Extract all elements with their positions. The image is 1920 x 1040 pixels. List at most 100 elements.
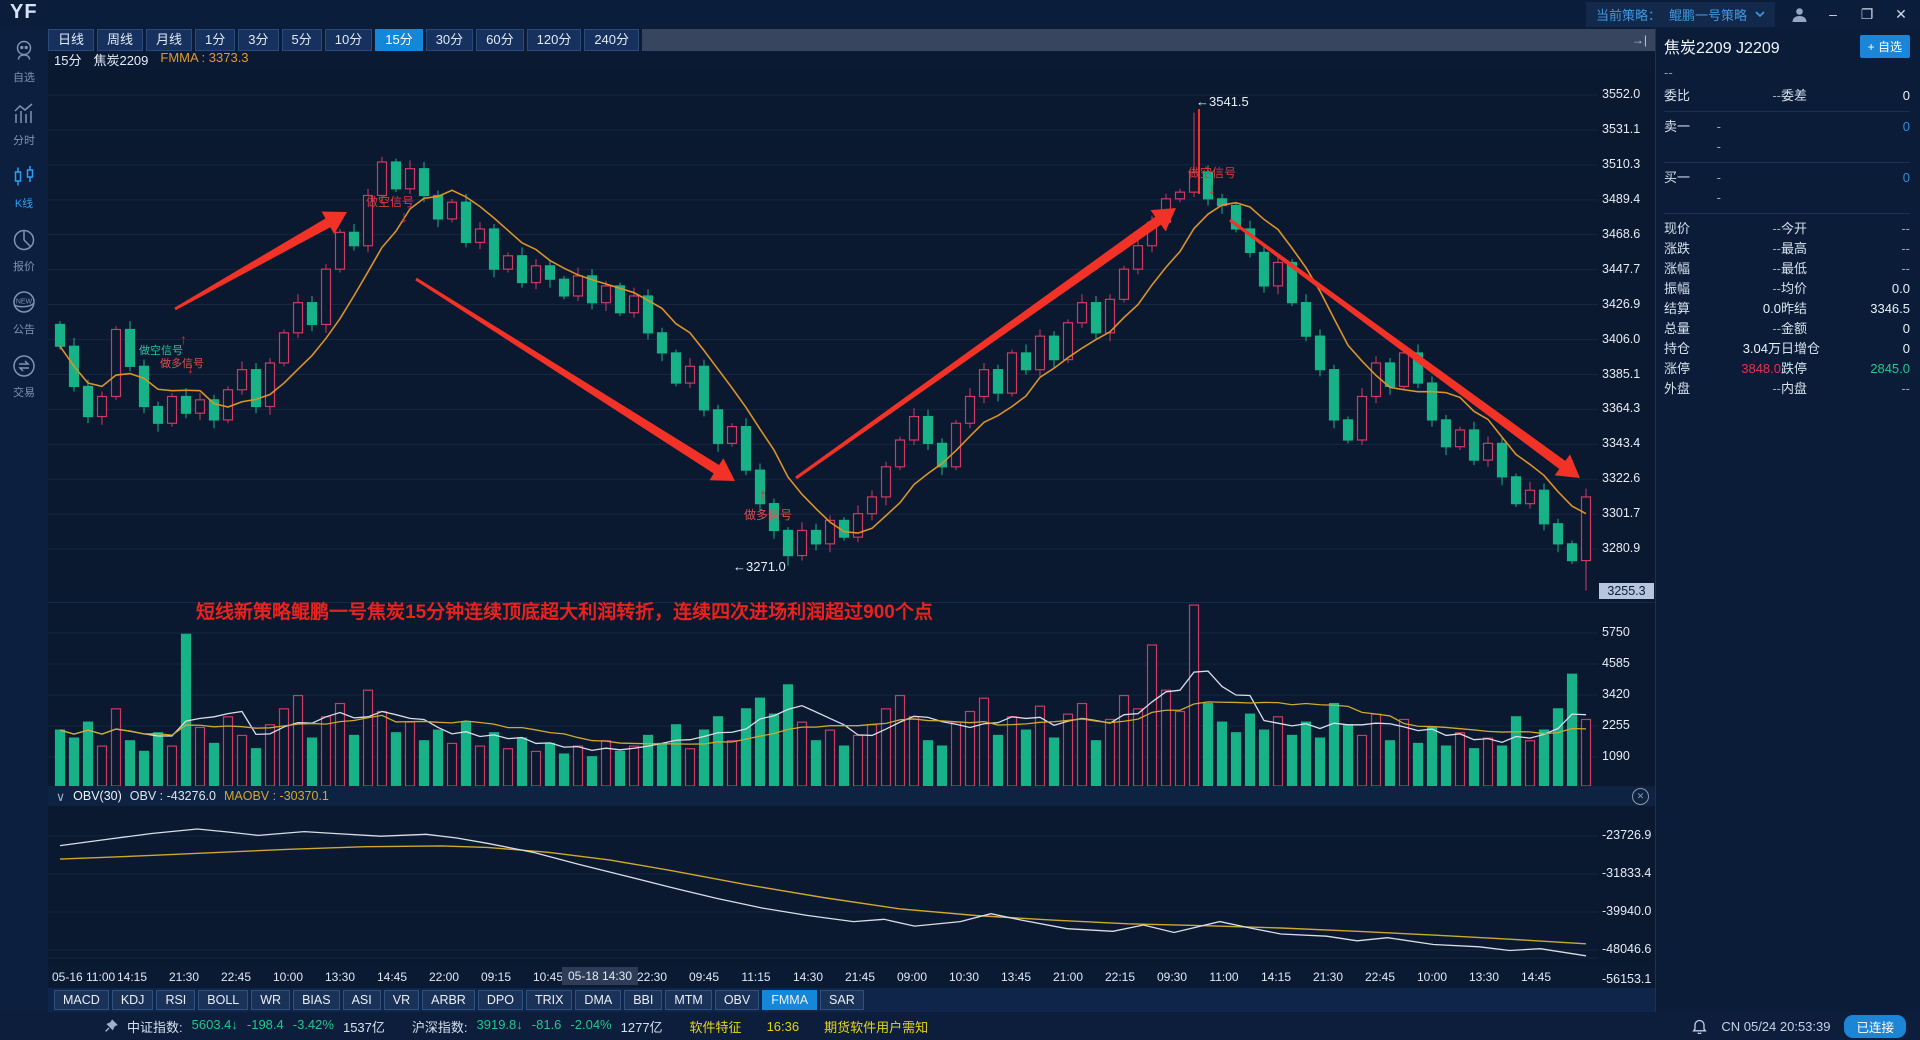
close-button[interactable]: ✕ <box>1895 5 1907 22</box>
quote-value: 3346.5 <box>1870 301 1910 316</box>
quote-label: 日增仓 <box>1781 341 1821 356</box>
collapse-panel-icon[interactable]: →| <box>1631 33 1647 47</box>
sidebar-item-quotes[interactable]: 报价 <box>11 227 37 274</box>
axis-tick-label: 3343.4 <box>1602 436 1641 451</box>
minimize-button[interactable]: – <box>1829 6 1837 22</box>
time-axis-label: 10:00 <box>1416 970 1448 984</box>
quote-label: 今开 <box>1781 221 1808 236</box>
bell-icon[interactable] <box>1692 1018 1708 1034</box>
pin-icon[interactable] <box>104 1019 118 1033</box>
strategy-value: 鲲鹏一号策略 <box>1668 7 1747 23</box>
indicator-tab-DPO[interactable]: DPO <box>477 990 523 1010</box>
sidebar-item-watchlist[interactable]: 自选 <box>11 38 37 85</box>
strategy-selector[interactable]: 当前策略： 鲲鹏一号策略 <box>1585 1 1775 27</box>
obv-chart-canvas[interactable] <box>48 806 1598 966</box>
user-ghost-icon <box>11 38 37 67</box>
timeframe-tab-30分[interactable]: 30分 <box>425 29 474 51</box>
indicator-tab-BBI[interactable]: BBI <box>624 990 663 1010</box>
obv-close-icon[interactable]: ✕ <box>1632 787 1649 805</box>
maobv-value: MAOBV : -30370.1 <box>223 789 329 803</box>
timeframe-tab-1分[interactable]: 1分 <box>195 29 236 51</box>
indicator-tab-SAR[interactable]: SAR <box>820 990 864 1010</box>
collapse-chevron-icon[interactable]: ∨ <box>56 789 66 804</box>
panel-divider <box>1655 28 1656 1012</box>
timeframe-tab-周线[interactable]: 周线 <box>97 29 144 51</box>
quote-value: -- <box>1772 281 1781 296</box>
quote-row-持仓: 持仓 3.04万 日增仓 0 <box>1664 339 1910 359</box>
chart-info-line: 15分 焦炭2209 FMMA : 3373.3 <box>54 50 249 69</box>
time-axis-label: 14:15 <box>116 970 148 984</box>
notice-time: 16:36 <box>766 1018 800 1034</box>
user-notice-link[interactable]: 期货软件用户需知 <box>824 1019 929 1035</box>
quote-label: 金额 <box>1781 321 1808 336</box>
timeframe-tab-10分[interactable]: 10分 <box>324 29 373 51</box>
indicator-tab-RSI[interactable]: RSI <box>156 990 196 1010</box>
indicator-tabbar: MACD KDJ RSI BOLL WR BIAS ASI VR ARBR DPO TRIX DMA B… <box>48 988 1655 1012</box>
quote-value: 0.0 <box>1891 281 1910 296</box>
indicator-tab-MACD[interactable]: MACD <box>54 990 109 1010</box>
time-axis-label: 22:45 <box>220 970 252 984</box>
axis-tick-label: 3552.0 <box>1602 87 1641 101</box>
quote-row-涨幅: 涨幅 -- 最低 -- <box>1664 259 1910 279</box>
indicator-tab-BIAS[interactable]: BIAS <box>293 990 340 1010</box>
timeframe-tab-月线[interactable]: 月线 <box>146 29 193 51</box>
obv-indicator-header: ∨ OBV(30) OBV : -43276.0 MAOBV : -30370.… <box>48 786 1655 806</box>
ask-price: -- <box>1716 119 1721 154</box>
indicator-tab-DMA[interactable]: DMA <box>575 990 622 1010</box>
quote-row-总量: 总量 -- 金额 0 <box>1664 319 1910 339</box>
timeframe-tab-120分[interactable]: 120分 <box>526 29 582 51</box>
time-axis-label: 11:00 <box>1209 970 1239 984</box>
indicator-tab-ASI[interactable]: ASI <box>342 990 381 1010</box>
clock-text: CN 05/24 20:53:39 <box>1721 1018 1831 1034</box>
sidebar-item-label: 自选 <box>13 72 35 84</box>
long-signal-left: 做多信号 <box>160 358 204 370</box>
arrow-down-glyph-right: ↓ <box>1208 181 1216 198</box>
quote-row-振幅: 振幅 -- 均价 0.0 <box>1664 279 1910 299</box>
connection-status-badge[interactable]: 已连接 <box>1844 1014 1906 1038</box>
indicator-tab-ARBR[interactable]: ARBR <box>422 990 475 1010</box>
indicator-tab-VR[interactable]: VR <box>383 990 420 1010</box>
weibi-label: 委比 <box>1664 88 1691 103</box>
sidebar-item-label: 报价 <box>13 261 35 273</box>
time-axis-label: 14:45 <box>376 970 408 984</box>
sidebar-item-label: 交易 <box>13 387 35 399</box>
add-watchlist-button[interactable]: + 自选 <box>1859 34 1910 58</box>
software-feature-link[interactable]: 软件特征 <box>689 1019 742 1035</box>
time-axis-label: 05-16 11:00 <box>52 970 116 984</box>
sidebar-item-kline[interactable]: K线 <box>11 164 37 211</box>
ask-label: 卖一 <box>1664 119 1691 134</box>
quote-value: 3848.0 <box>1741 361 1781 376</box>
quote-label: 持仓 <box>1664 341 1691 356</box>
indicator-tab-WR[interactable]: WR <box>251 990 291 1010</box>
user-icon[interactable] <box>1791 6 1808 23</box>
axis-tick-label: 3280.9 <box>1602 541 1641 556</box>
timeframe-tab-60分[interactable]: 60分 <box>476 29 524 51</box>
price-chart-canvas[interactable] <box>48 70 1598 602</box>
sidebar-item-intraday[interactable]: 分时 <box>11 101 37 148</box>
index-change: -81.6 <box>531 1016 562 1032</box>
indicator-tab-BOLL[interactable]: BOLL <box>198 990 249 1010</box>
volume-chart-canvas[interactable] <box>48 602 1598 786</box>
timeframe-tab-240分[interactable]: 240分 <box>584 29 640 51</box>
candlestick-icon <box>11 164 37 193</box>
indicator-tab-TRIX[interactable]: TRIX <box>525 990 573 1010</box>
sidebar-item-news[interactable]: NEW 公告 <box>10 290 38 337</box>
timeframe-tab-15分[interactable]: 15分 <box>375 29 423 51</box>
indicator-tab-KDJ[interactable]: KDJ <box>111 990 154 1010</box>
timeframe-tab-3分[interactable]: 3分 <box>238 29 279 51</box>
timeframe-tab-日线[interactable]: 日线 <box>48 29 95 51</box>
restore-button[interactable]: ❐ <box>1860 5 1874 22</box>
quote-value: -- <box>1772 221 1781 236</box>
svg-text:NEW: NEW <box>16 299 33 306</box>
quote-row-外盘: 外盘 -- 内盘 -- <box>1664 379 1910 399</box>
time-axis-label: 13:30 <box>1468 970 1500 984</box>
indicator-tab-MTM[interactable]: MTM <box>665 990 712 1010</box>
time-axis-label: 21:45 <box>844 970 876 984</box>
strategy-label: 当前策略： <box>1595 7 1661 23</box>
timeframe-tab-5分[interactable]: 5分 <box>281 29 322 51</box>
index-change: -198.4 <box>246 1016 284 1032</box>
indicator-tab-FMMA[interactable]: FMMA <box>762 990 818 1010</box>
indicator-tab-OBV[interactable]: OBV <box>714 990 760 1010</box>
quote-value: -- <box>1901 261 1910 276</box>
sidebar-item-trade[interactable]: 交易 <box>11 353 37 400</box>
